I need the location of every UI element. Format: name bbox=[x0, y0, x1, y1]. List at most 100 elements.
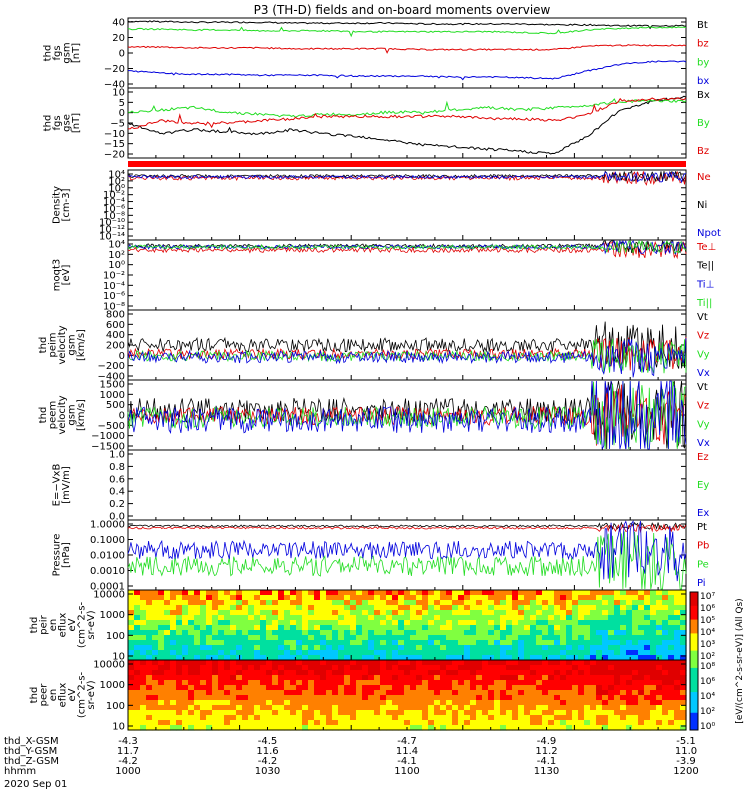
spectrogram-cell bbox=[356, 705, 363, 711]
spectrogram-cell bbox=[572, 640, 579, 646]
spectrogram-cell bbox=[356, 675, 363, 681]
colorbar-cell bbox=[690, 598, 698, 603]
spectrogram-cell bbox=[488, 715, 495, 721]
spectrogram-cell bbox=[452, 645, 459, 651]
spectrogram-cell bbox=[362, 670, 369, 676]
spectrogram-cell bbox=[302, 625, 309, 631]
spectrogram-cell bbox=[506, 650, 513, 656]
spectrogram-cell bbox=[668, 670, 675, 676]
series-group-fgs_gse bbox=[127, 95, 687, 155]
spectrogram-cell bbox=[272, 595, 279, 601]
spectrogram-cell bbox=[650, 595, 657, 601]
spectrogram-cell bbox=[620, 725, 627, 731]
spectrogram-cell bbox=[362, 645, 369, 651]
spectrogram-cell bbox=[620, 715, 627, 721]
spectrogram-cell bbox=[512, 595, 519, 601]
spectrogram-cell bbox=[152, 595, 159, 601]
spectrogram-cell bbox=[458, 635, 465, 641]
spectrogram-cell bbox=[314, 610, 321, 616]
spectrogram-cell bbox=[560, 680, 567, 686]
spectrogram-cell bbox=[212, 725, 219, 731]
spectrogram-cell bbox=[572, 630, 579, 636]
spectrogram-cell bbox=[260, 665, 267, 671]
spectrogram-cell bbox=[602, 690, 609, 696]
colorbar-cell bbox=[690, 612, 698, 617]
spectrogram-cell bbox=[650, 670, 657, 676]
spectrogram-cell bbox=[326, 620, 333, 626]
spectrogram-cell bbox=[482, 685, 489, 691]
spectrogram-cell bbox=[188, 625, 195, 631]
spectrogram-cell bbox=[266, 595, 273, 601]
spectrogram-cell bbox=[644, 715, 651, 721]
spectrogram-cell bbox=[590, 610, 597, 616]
y-axis-label: eV bbox=[67, 688, 78, 701]
spectrogram-cell bbox=[242, 685, 249, 691]
spectrogram-cell bbox=[338, 635, 345, 641]
spectrogram-cell bbox=[584, 605, 591, 611]
spectrogram-cell bbox=[296, 655, 303, 661]
spectrogram-cell bbox=[164, 720, 171, 726]
spectrogram-cell bbox=[182, 680, 189, 686]
spectrogram-cell bbox=[488, 655, 495, 661]
spectrogram-cell bbox=[584, 710, 591, 716]
spectrogram-cell bbox=[380, 710, 387, 716]
y-tick-label: 10⁻⁶ bbox=[103, 291, 125, 302]
spectrogram-cell bbox=[542, 595, 549, 601]
spectrogram-cell bbox=[668, 720, 675, 726]
spectrogram-cell bbox=[296, 660, 303, 666]
spectrogram-cell bbox=[182, 675, 189, 681]
spectrogram-cell bbox=[638, 620, 645, 626]
spectrogram-cell bbox=[344, 635, 351, 641]
spectrogram-cell bbox=[392, 715, 399, 721]
spectrogram-cell bbox=[182, 645, 189, 651]
spectrogram-cell bbox=[446, 720, 453, 726]
spectrogram-cell bbox=[584, 720, 591, 726]
spectrogram-cell bbox=[464, 660, 471, 666]
spectrogram-cell bbox=[650, 655, 657, 661]
spectrogram-cell bbox=[464, 685, 471, 691]
spectrogram-cell bbox=[368, 605, 375, 611]
spectrogram-cell bbox=[548, 725, 555, 731]
spectrogram-cell bbox=[440, 615, 447, 621]
spectrogram-cell bbox=[188, 680, 195, 686]
spectrogram-cell bbox=[446, 705, 453, 711]
spectrogram-cell bbox=[308, 710, 315, 716]
spectrogram-cell bbox=[608, 660, 615, 666]
spectrogram-cell bbox=[650, 685, 657, 691]
spectrogram-cell bbox=[212, 710, 219, 716]
spectrogram-cell bbox=[650, 675, 657, 681]
spectrogram-cell bbox=[500, 690, 507, 696]
spectrogram-cell bbox=[518, 680, 525, 686]
spectrogram-cell bbox=[266, 615, 273, 621]
spectrogram-cell bbox=[674, 690, 681, 696]
spectrogram-cell bbox=[350, 670, 357, 676]
spectrogram-cell bbox=[464, 695, 471, 701]
spectrogram-cell bbox=[206, 655, 213, 661]
spectrogram-cell bbox=[470, 665, 477, 671]
spectrogram-cell bbox=[164, 710, 171, 716]
y-tick-label: 0 bbox=[119, 411, 125, 422]
spectrogram-cell bbox=[470, 645, 477, 651]
y-tick-label: 10000 bbox=[93, 590, 125, 601]
x-tick-label: -4.2 bbox=[118, 756, 138, 767]
spectrogram-cell bbox=[416, 725, 423, 731]
spectrogram-cell bbox=[488, 600, 495, 606]
spectrogram-cell bbox=[566, 725, 573, 731]
spectrogram-cell bbox=[536, 620, 543, 626]
spectrogram-cell bbox=[680, 610, 687, 616]
spectrogram-cell bbox=[500, 620, 507, 626]
spectrogram-cell bbox=[410, 645, 417, 651]
spectrogram-cell bbox=[350, 715, 357, 721]
spectrogram-cell bbox=[446, 700, 453, 706]
spectrogram-cell bbox=[674, 705, 681, 711]
spectrogram-cell bbox=[470, 680, 477, 686]
spectrogram-cell bbox=[206, 690, 213, 696]
spectrogram-cell bbox=[302, 610, 309, 616]
spectrogram-cell bbox=[260, 695, 267, 701]
spectrogram-cell bbox=[578, 615, 585, 621]
spectrogram-cell bbox=[302, 630, 309, 636]
spectrogram-cell bbox=[380, 595, 387, 601]
spectrogram-cell bbox=[512, 625, 519, 631]
y-axis-label: peem bbox=[48, 401, 59, 429]
y-axis-label: thd bbox=[43, 115, 54, 132]
